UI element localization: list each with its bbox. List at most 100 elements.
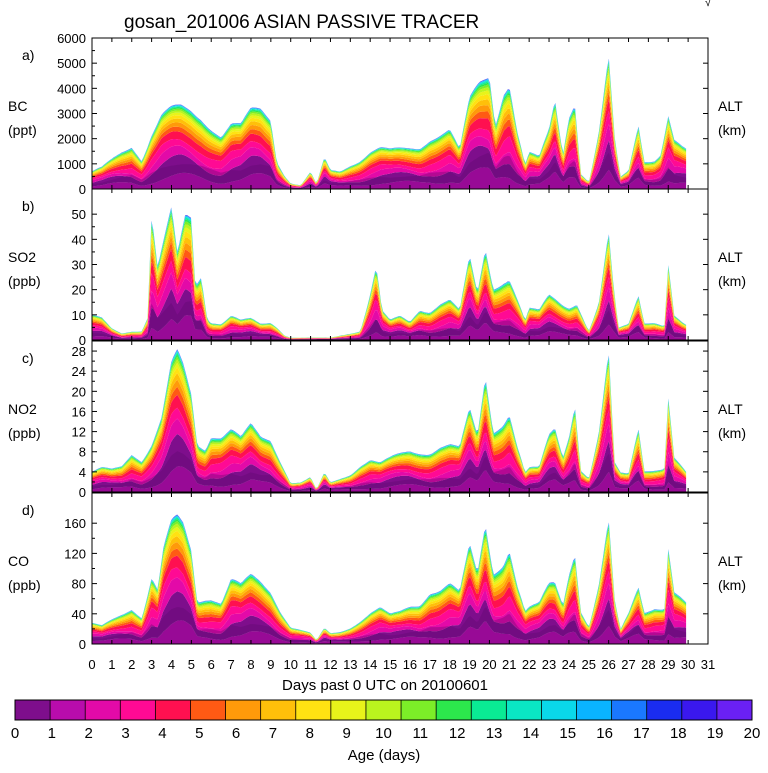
colorbar-swatch <box>225 700 262 720</box>
area-band-age-12 <box>92 212 687 338</box>
y-tick-label: 12 <box>72 425 86 440</box>
y-tick-label: 6000 <box>57 31 86 46</box>
y-tick-label: 30 <box>72 258 86 273</box>
species-label: BC <box>8 98 27 114</box>
area-band-age-3 <box>92 407 687 490</box>
x-tick-label: 8 <box>247 657 254 672</box>
area-band-age-1 <box>92 620 687 644</box>
area-band-age-7 <box>92 229 687 339</box>
colorbar-swatch <box>155 700 191 720</box>
colorbar-tick-label: 4 <box>158 725 166 742</box>
colorbar-swatch <box>295 700 332 720</box>
area-band-age-3 <box>92 260 687 340</box>
panel-letter: b) <box>22 198 34 214</box>
colorbar-tick-label: 8 <box>306 725 314 742</box>
x-tick-label: 31 <box>701 657 715 672</box>
panel-letter: a) <box>22 47 34 63</box>
x-tick-label: 23 <box>542 657 556 672</box>
area-shadow-layer <box>92 451 687 492</box>
area-band-age-9 <box>92 219 687 339</box>
y-tick-label: 2000 <box>57 132 86 147</box>
x-tick-label: 2 <box>128 657 135 672</box>
x-tick-label: 3 <box>148 657 155 672</box>
area-band-age-10 <box>92 216 687 339</box>
colorbar-tick-label: 19 <box>707 725 724 742</box>
area-band-age-6 <box>92 542 687 641</box>
colorbar-label: Age (days) <box>348 747 421 764</box>
x-tick-label: 11 <box>304 657 318 672</box>
x-tick-label: 0 <box>88 657 95 672</box>
x-tick-label: 24 <box>562 657 576 672</box>
chart-title: gosan_201006 ASIAN PASSIVE TRACER <box>124 12 479 33</box>
x-tick-label: 28 <box>641 657 655 672</box>
colorbar-tick-label: 7 <box>269 725 277 742</box>
colorbar-tick-label: 14 <box>523 725 540 742</box>
x-tick-label: 18 <box>442 657 456 672</box>
alt-label: ALT <box>718 98 743 114</box>
x-axis-label: Days past 0 UTC on 20100601 <box>282 677 488 694</box>
panel-letter: d) <box>22 502 34 518</box>
area-band-age-3 <box>92 111 687 188</box>
x-tick-label: 7 <box>227 657 234 672</box>
colorbar-tick-label: 11 <box>413 725 429 742</box>
area-band-age-8 <box>92 223 687 339</box>
area-band-age-2 <box>92 418 687 491</box>
colorbar-tick-label: 12 <box>449 725 466 742</box>
colorbar-swatch <box>716 700 753 720</box>
area-band-age-0 <box>92 434 687 492</box>
area-band-age-6 <box>92 235 687 339</box>
x-tick-label: 25 <box>582 657 596 672</box>
y-tick-label: 120 <box>64 546 86 561</box>
y-tick-label: 16 <box>72 404 86 419</box>
colorbar-swatch <box>401 700 437 720</box>
area-band-age-5 <box>92 92 687 187</box>
colorbar-tick-label: 13 <box>486 725 503 742</box>
units-label: (ppb) <box>8 577 41 593</box>
x-tick-label: 10 <box>283 657 297 672</box>
area-band-age-7 <box>92 373 687 489</box>
colorbar-swatch <box>190 700 227 720</box>
y-tick-label: 24 <box>72 364 86 379</box>
area-band-age-2 <box>92 272 687 340</box>
colorbar-swatch <box>260 700 297 720</box>
colorbar-tick-label: 15 <box>559 725 576 742</box>
y-tick-label: 4000 <box>57 81 86 96</box>
area-band-age-8 <box>92 74 687 186</box>
panels: 0100020003000400050006000a)BC(ppt)ALT(km… <box>8 31 746 672</box>
panel-bc: 0 1000 2000 3000 4000 5000 6000 a) BC (ppt) ALT (km… <box>8 31 746 197</box>
x-tick-label: 4 <box>168 657 175 672</box>
panel-so2: 0 10 20 30 40 50 b) SO2 (ppb) ALT (km) <box>8 188 746 348</box>
colorbar-frame <box>14 699 753 721</box>
x-tick-label: 16 <box>403 657 417 672</box>
colorbar-tick-label: 16 <box>596 725 613 742</box>
y-tick-label: 4 <box>79 465 86 480</box>
area-band-age-5 <box>92 548 687 641</box>
y-tick-label: 8 <box>79 445 86 460</box>
x-tick-label: 29 <box>661 657 675 672</box>
top-corner-glyph: √ <box>705 0 712 9</box>
alt-units-label: (km) <box>718 425 746 441</box>
x-tick-label: 27 <box>621 657 635 672</box>
colorbar-swatch <box>576 700 613 720</box>
y-tick-label: 40 <box>72 607 86 622</box>
colorbar-tick-label: 2 <box>85 725 93 742</box>
colorbar-swatch <box>681 700 718 720</box>
species-label: NO2 <box>8 401 37 417</box>
y-tick-label: 80 <box>72 577 86 592</box>
colorbar-swatch <box>120 700 156 720</box>
area-band-age-8 <box>92 367 687 489</box>
x-tick-label: 30 <box>681 657 695 672</box>
x-tick-label: 13 <box>343 657 357 672</box>
units-label: (ppt) <box>8 122 37 138</box>
y-tick-label: 160 <box>64 516 86 531</box>
x-tick-label: 21 <box>502 657 516 672</box>
area-band-age-9 <box>92 362 687 489</box>
area-band-age-0 <box>92 288 687 340</box>
alt-label: ALT <box>718 401 743 417</box>
y-tick-label: 0 <box>79 182 86 197</box>
x-tick-label: 19 <box>462 657 476 672</box>
x-tick-label: 22 <box>522 657 536 672</box>
area-band-age-6 <box>92 85 687 187</box>
y-tick-label: 1000 <box>57 157 86 172</box>
